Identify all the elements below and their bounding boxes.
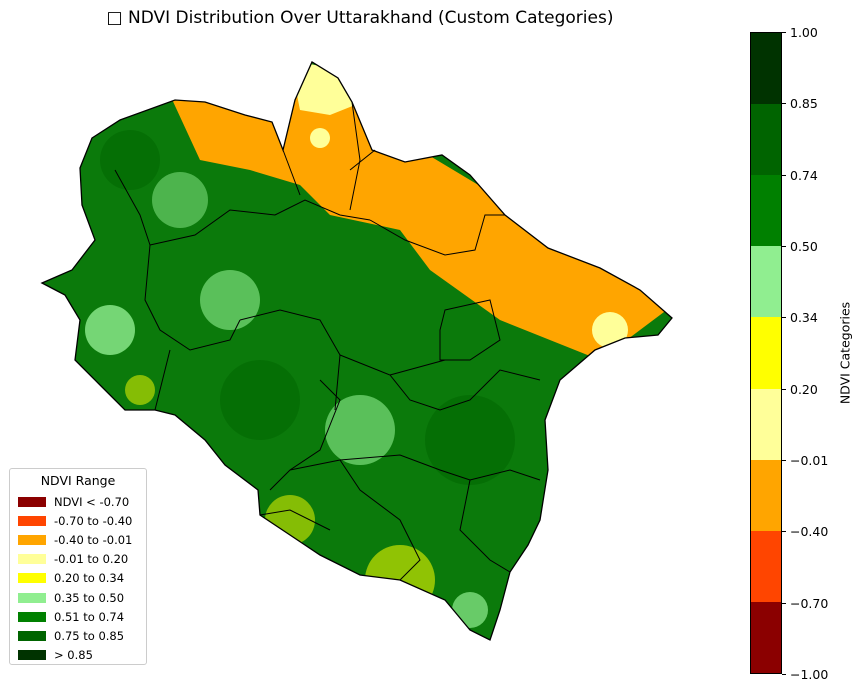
colorbar xyxy=(750,32,782,674)
colorbar-tick: 0.74 xyxy=(782,168,818,183)
colorbar-label: NDVI Categories xyxy=(837,301,853,405)
legend: NDVI Range NDVI < -0.70 -0.70 to -0.40 -… xyxy=(9,468,147,665)
colorbar-segment xyxy=(751,459,781,531)
legend-item: NDVI < -0.70 xyxy=(18,492,138,511)
legend-label: > 0.85 xyxy=(54,648,93,663)
colorbar-segment xyxy=(751,601,781,673)
legend-label: -0.01 to 0.20 xyxy=(54,552,129,567)
legend-item: -0.40 to -0.01 xyxy=(18,530,138,549)
colorbar-segment xyxy=(751,530,781,602)
colorbar-segment xyxy=(751,175,781,247)
legend-swatch xyxy=(18,534,46,545)
legend-item: -0.01 to 0.20 xyxy=(18,550,138,569)
legend-item: 0.51 to 0.74 xyxy=(18,607,138,626)
colorbar-tick: 0.50 xyxy=(782,239,818,254)
colorbar-tick: 0.85 xyxy=(782,96,818,111)
legend-label: NDVI < -0.70 xyxy=(54,494,130,509)
legend-swatch xyxy=(18,554,46,565)
colorbar-tick: 1.00 xyxy=(782,25,818,40)
legend-item: 0.20 to 0.34 xyxy=(18,569,138,588)
colorbar-segment xyxy=(751,104,781,176)
legend-swatch xyxy=(18,650,46,661)
legend-label: 0.20 to 0.34 xyxy=(54,571,125,586)
colorbar-segment xyxy=(751,317,781,389)
colorbar-tick: −0.70 xyxy=(782,596,828,611)
legend-item: 0.75 to 0.85 xyxy=(18,626,138,645)
legend-item: -0.70 to -0.40 xyxy=(18,511,138,530)
legend-swatch xyxy=(18,630,46,641)
legend-label: -0.40 to -0.01 xyxy=(54,532,133,547)
legend-swatch xyxy=(18,592,46,603)
legend-swatch xyxy=(18,573,46,584)
colorbar-segment xyxy=(751,246,781,318)
colorbar-segment xyxy=(751,33,781,105)
colorbar-tick: −1.00 xyxy=(782,667,828,682)
uttarakhand-ndvi-map xyxy=(40,61,673,641)
colorbar-tick: −0.40 xyxy=(782,524,828,539)
map-title: □ NDVI Distribution Over Uttarakhand (Cu… xyxy=(106,8,614,28)
colorbar-tick: −0.01 xyxy=(782,453,828,468)
legend-title: NDVI Range xyxy=(40,473,116,488)
colorbar-segment xyxy=(751,388,781,460)
legend-label: 0.51 to 0.74 xyxy=(54,609,125,624)
legend-item: > 0.85 xyxy=(18,646,138,665)
legend-item: 0.35 to 0.50 xyxy=(18,588,138,607)
legend-label: -0.70 to -0.40 xyxy=(54,513,133,528)
legend-swatch xyxy=(18,611,46,622)
legend-swatch xyxy=(18,515,46,526)
colorbar-tick: 0.20 xyxy=(782,382,818,397)
colorbar-tick: 0.34 xyxy=(782,310,818,325)
legend-swatch xyxy=(18,496,46,507)
legend-label: 0.75 to 0.85 xyxy=(54,628,125,643)
legend-label: 0.35 to 0.50 xyxy=(54,590,125,605)
